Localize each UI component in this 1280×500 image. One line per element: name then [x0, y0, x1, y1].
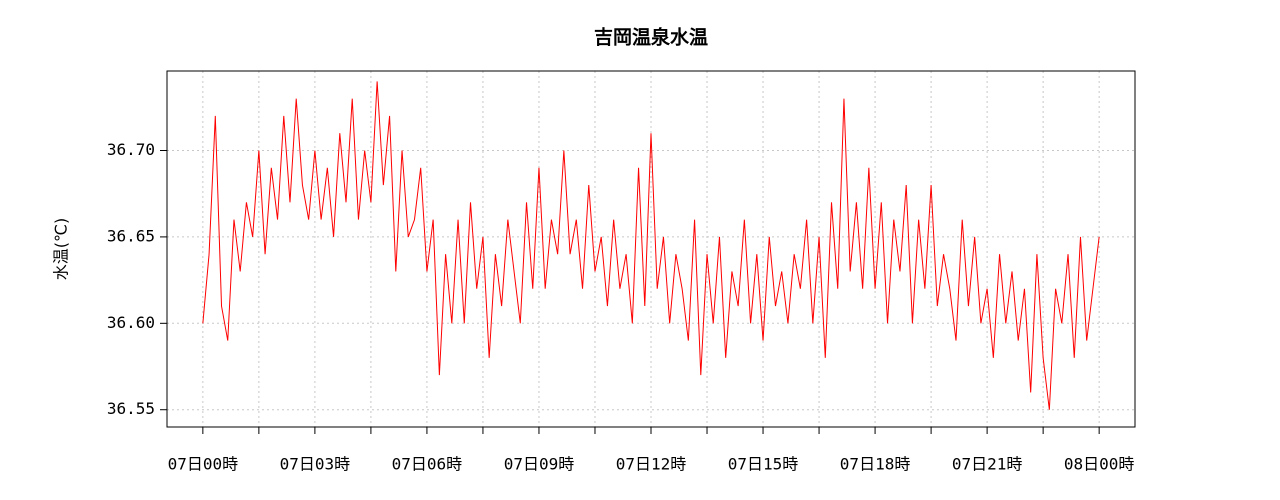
x-tick-label: 07日12時: [616, 455, 687, 474]
x-tick-label: 08日00時: [1064, 455, 1135, 474]
chart-title: 吉岡温泉水温: [594, 26, 708, 49]
y-axis-label: 水温(℃): [52, 218, 71, 280]
x-tick-label: 07日00時: [168, 455, 239, 474]
y-tick-label: 36.60: [107, 313, 155, 332]
x-tick-label: 07日03時: [280, 455, 351, 474]
x-tick-label: 07日15時: [728, 455, 799, 474]
x-tick-label: 07日06時: [392, 455, 463, 474]
y-tick-label: 36.55: [107, 399, 155, 418]
x-tick-label: 07日21時: [952, 455, 1023, 474]
data-line: [202, 81, 1100, 410]
x-tick-label: 07日09時: [504, 455, 575, 474]
y-tick-label: 36.70: [107, 140, 155, 159]
plot-frame: [166, 70, 1136, 428]
x-tick-label: 07日18時: [840, 455, 911, 474]
y-tick-label: 36.65: [107, 226, 155, 245]
